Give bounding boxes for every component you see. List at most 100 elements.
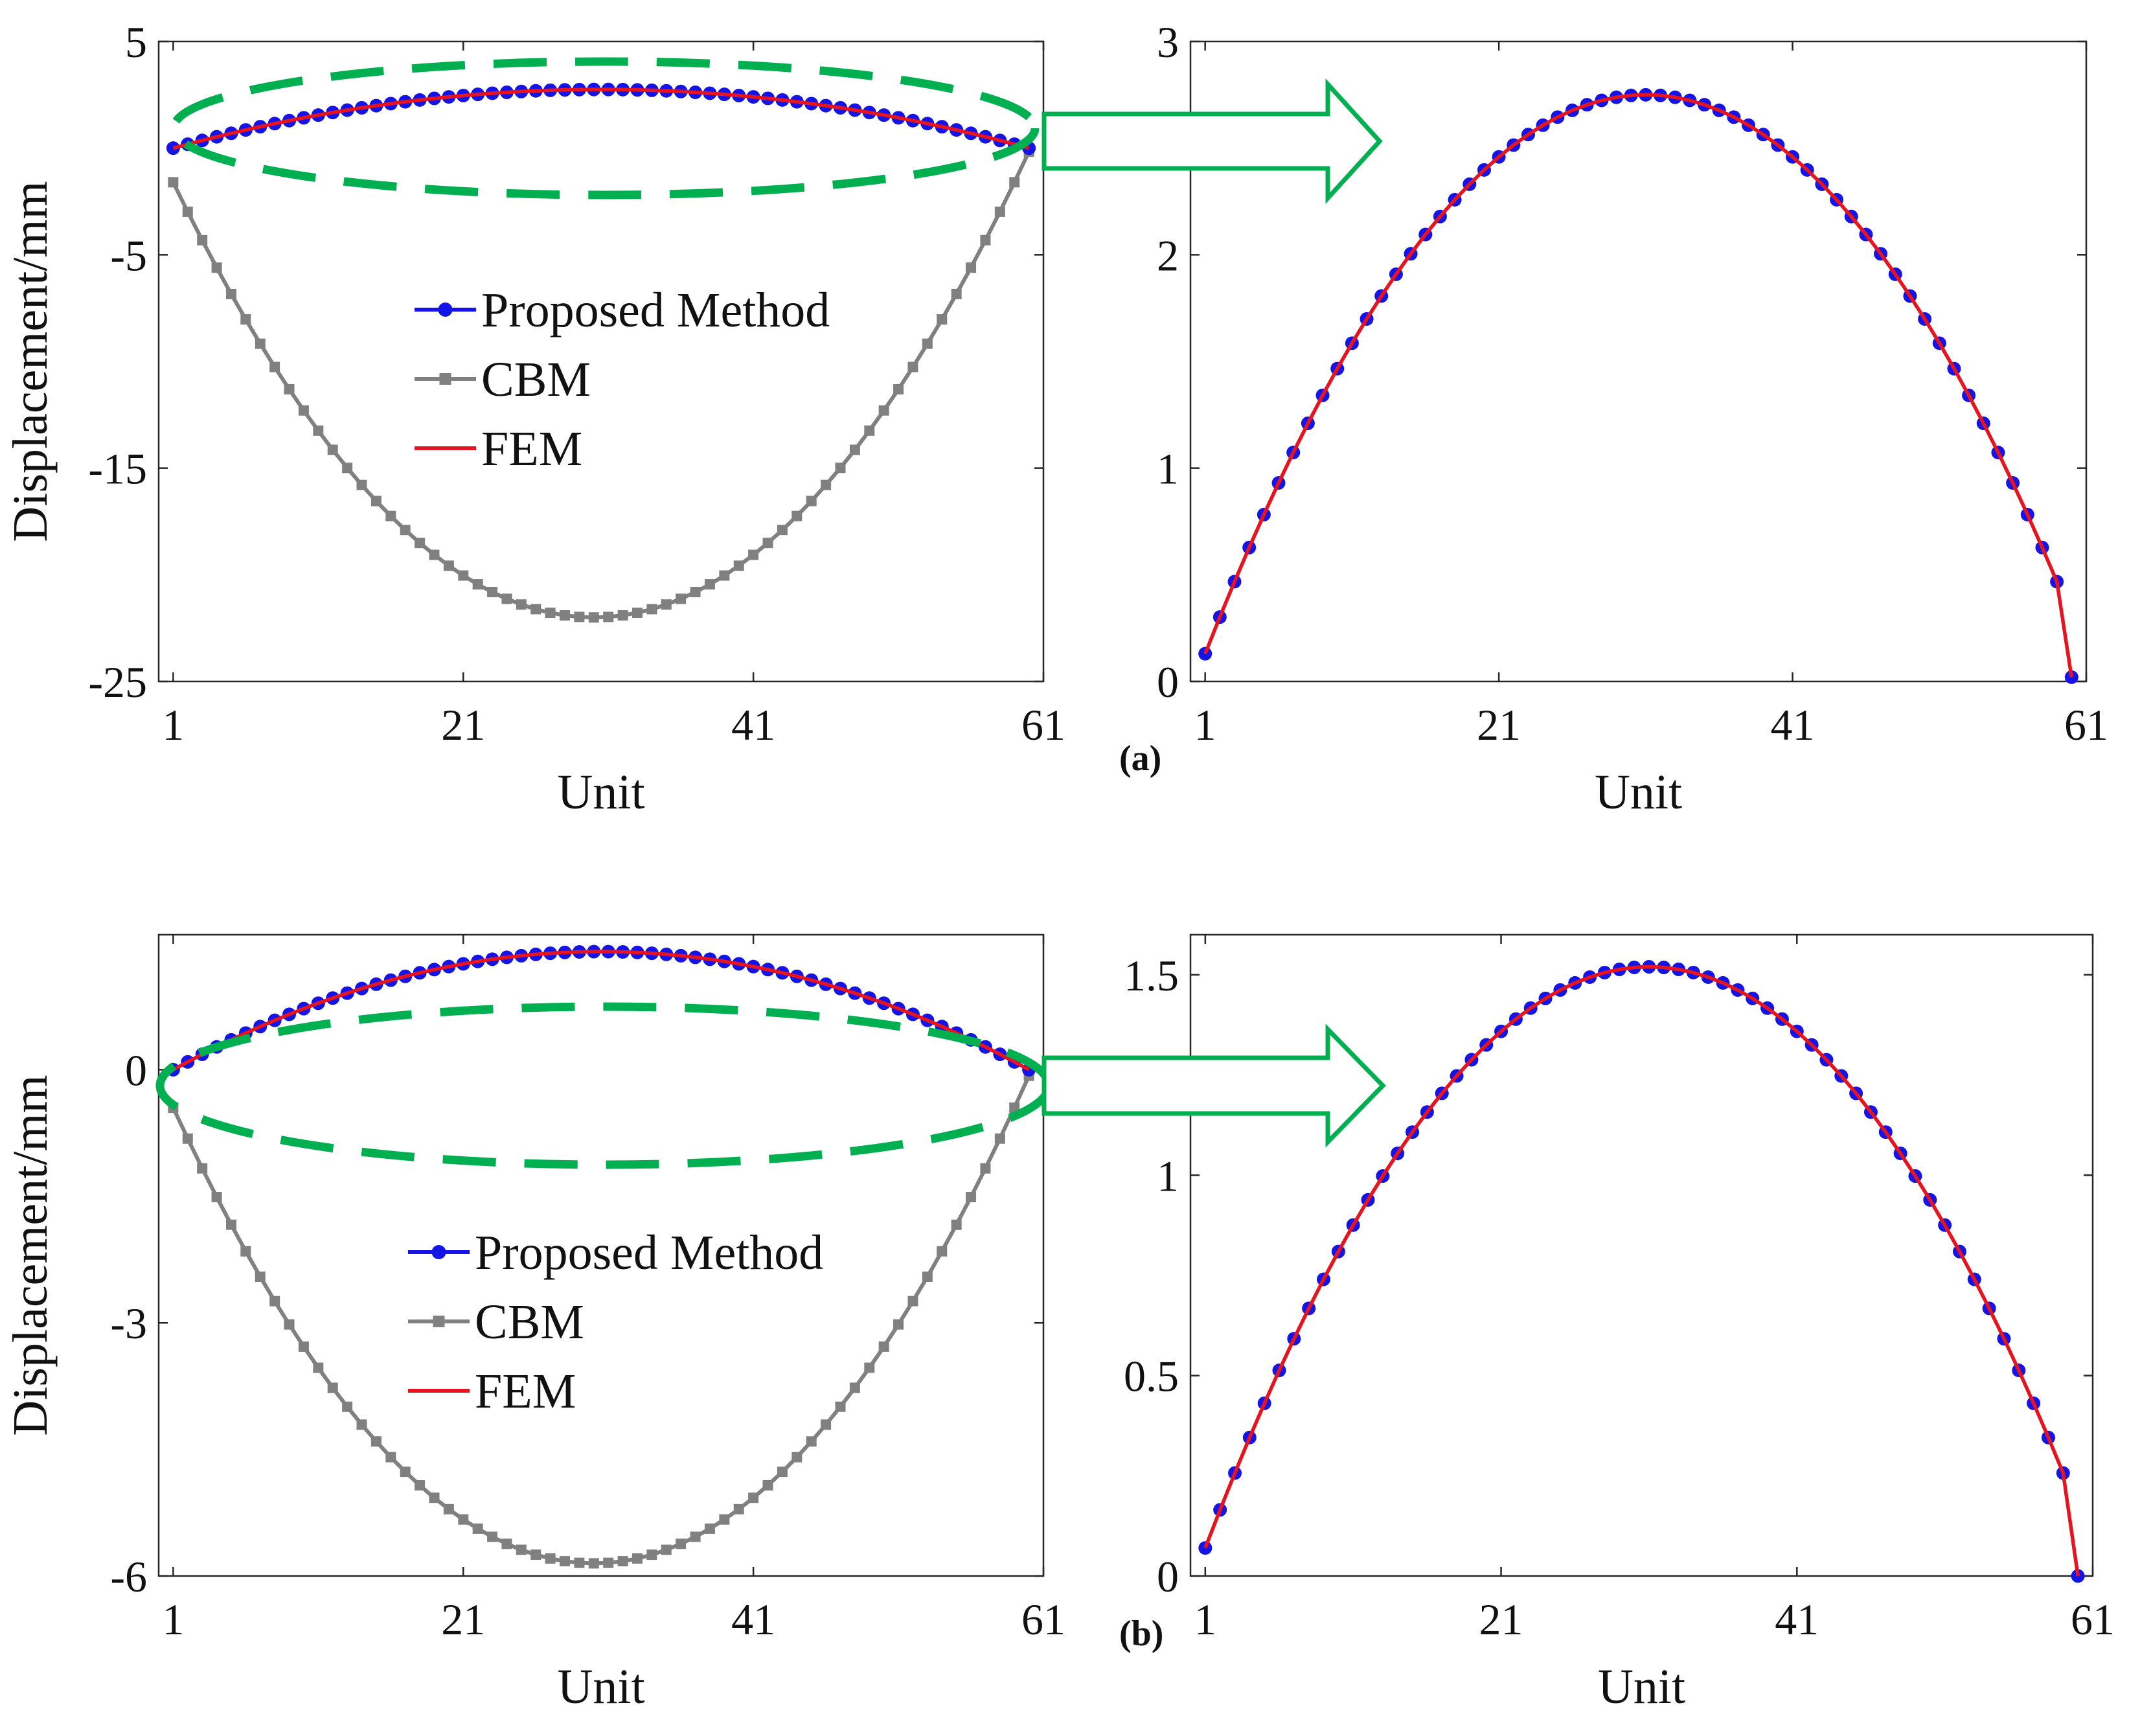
cbm-point-a-left-49 [864,425,875,436]
cbm-point-b-left-3 [197,1163,208,1174]
fem-line-b-left [172,950,1030,1071]
cbm-point-a-left-24 [501,593,512,604]
cbm-point-b-left-44 [791,1452,802,1463]
cbm-point-a-left-46 [821,479,832,490]
fem-line-a-left [172,87,1030,150]
cbm-point-b-left-4 [211,1192,222,1203]
cbm-point-b-left-10 [298,1341,309,1352]
cbm-point-a-left-55 [951,288,962,299]
y-tick-label-b-left-0: 0 [125,1045,147,1095]
legend-a-left [415,303,476,450]
cbm-point-b-left-40 [733,1503,744,1514]
legend-label-a-left-0: Proposed Method [481,283,830,337]
cbm-point-a-left-26 [530,604,541,615]
cbm-point-b-left-37 [690,1531,701,1542]
cbm-point-a-left-3 [197,234,208,246]
x-tick-label-b-left-41: 41 [731,1595,775,1644]
cbm-point-b-left-56 [966,1192,977,1203]
cbm-point-b-left-33 [632,1553,643,1564]
legend-marker-b-left-0 [431,1245,446,1259]
cbm-point-b-left-48 [849,1382,860,1393]
cbm-point-b-left-29 [574,1557,585,1568]
cbm-point-b-left-52 [907,1296,918,1307]
cbm-point-a-left-30 [588,612,599,623]
cbm-point-b-left-34 [646,1549,657,1560]
cbm-point-a-left-15 [370,496,381,507]
cbm-point-a-left-22 [472,579,483,590]
legend-marker-b-left-1 [433,1316,445,1327]
cbm-point-b-left-17 [400,1467,411,1478]
cbm-point-b-left-27 [545,1553,556,1564]
cbm-point-b-left-38 [704,1523,715,1534]
cbm-point-a-left-50 [878,405,889,416]
x-tick-label-a-left-61: 61 [1021,700,1065,749]
cbm-point-b-left-15 [370,1436,381,1447]
x-axis-label-b-left: Unit [557,1660,644,1714]
y-tick-label-a-right-0: 0 [1157,657,1179,707]
x-tick-label-a-left-21: 21 [441,700,485,749]
y-tick-label-a-left-5: 5 [125,17,147,67]
cbm-point-b-left-36 [676,1538,687,1549]
x-tick-label-b-left-1: 1 [162,1595,184,1644]
plot-frame-b-right [1189,933,2094,1577]
series-layer [166,82,2085,1583]
x-tick-label-b-right-1: 1 [1194,1595,1216,1644]
cbm-point-a-left-32 [617,610,628,621]
cbm-point-a-left-16 [385,510,396,521]
fem-line-a-right [1203,93,2074,678]
cbm-point-b-left-9 [284,1319,295,1330]
cbm-point-b-left-5 [225,1219,236,1230]
zoom-highlight-ellipse-b [155,1002,1053,1169]
series-a-left-fem [172,87,1030,150]
cbm-point-a-left-39 [719,570,730,581]
legend-label-b-left-1: CBM [475,1295,584,1349]
cbm-point-a-left-40 [733,560,744,571]
x-tick-label-b-left-61: 61 [1021,1595,1065,1644]
x-axis-label-a-right: Unit [1595,765,1682,819]
y-tick-label-b-right-1: 1 [1157,1151,1179,1200]
y-tick-label-b-left--6: -6 [110,1552,147,1601]
cbm-point-b-left-26 [530,1549,541,1560]
cbm-point-a-left-54 [937,314,948,325]
cbm-point-b-left-50 [878,1341,889,1352]
y-tick-label-b-right-0.5: 0.5 [1124,1352,1179,1401]
axes-a-right [1189,40,2088,683]
cbm-point-b-left-11 [313,1362,324,1373]
cbm-point-a-left-27 [545,608,556,619]
x-tick-label-a-right-1: 1 [1194,700,1216,749]
cbm-point-b-left-6 [240,1246,251,1257]
y-tick-label-a-right-3: 3 [1157,17,1179,67]
fem-line-b-right [1203,965,2080,1577]
cbm-point-b-left-54 [937,1246,948,1257]
y-tick-label-a-right-1: 1 [1157,444,1179,494]
cbm-point-b-left-58 [994,1133,1005,1144]
cbm-point-b-left-47 [835,1401,846,1412]
cbm-point-a-left-12 [327,444,338,455]
cbm-point-b-left-12 [327,1382,338,1393]
cbm-point-a-left-2 [182,206,193,217]
cbm-point-b-left-14 [356,1419,367,1430]
cbm-point-b-left-51 [893,1319,904,1330]
cbm-point-b-left-31 [603,1557,614,1568]
plot-frame-a-left [157,40,1045,683]
series-b-left-fem [172,950,1030,1071]
y-tick-label-b-right-0: 0 [1157,1552,1179,1601]
cbm-point-a-left-36 [676,593,687,604]
x-axis-label-a-left: Unit [557,765,644,819]
y-tick-label-a-right-2: 2 [1157,231,1179,280]
x-tick-label-b-right-61: 61 [2071,1595,2115,1644]
legend-label-a-left-1: CBM [481,352,591,407]
cbm-point-a-left-25 [516,599,527,610]
x-tick-label-a-left-1: 1 [162,700,184,749]
cbm-point-b-left-57 [980,1163,991,1174]
cbm-point-a-left-23 [487,587,498,598]
cbm-point-b-left-39 [719,1514,730,1525]
cbm-point-b-left-28 [560,1556,571,1567]
cbm-point-a-left-38 [704,579,715,590]
cbm-point-a-left-6 [240,314,251,325]
cbm-point-b-left-49 [864,1362,875,1373]
cbm-point-a-left-45 [806,496,817,507]
cbm-point-b-left-42 [762,1480,773,1491]
text-layer: (a) (b) 1 21 41 615-5-15-25UnitDisplacement… [3,17,2115,1714]
cbm-point-b-left-2 [182,1133,193,1144]
